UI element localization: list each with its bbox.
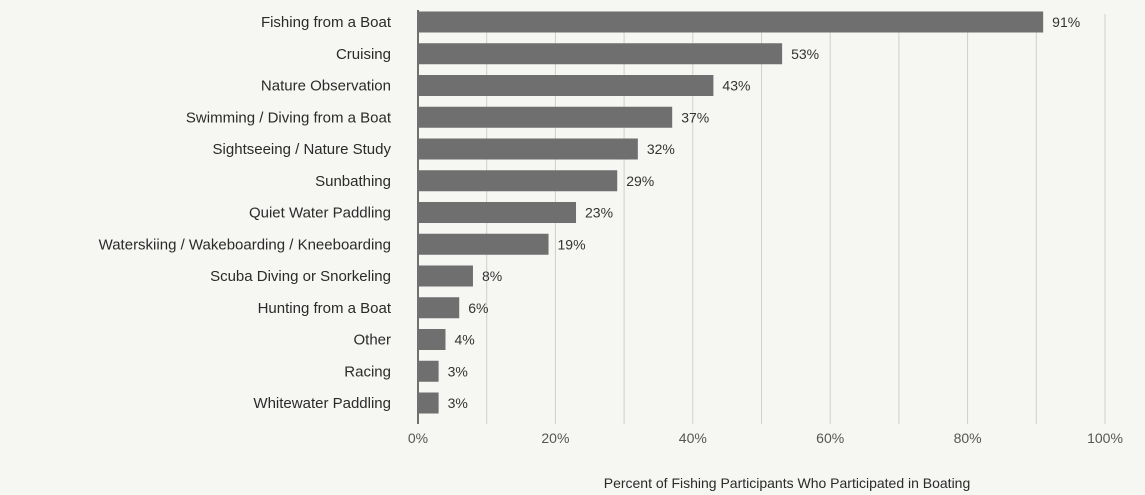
x-tick-label: 60% <box>816 430 844 446</box>
category-label: Hunting from a Boat <box>258 300 392 317</box>
bar <box>419 392 439 414</box>
bar <box>419 297 460 319</box>
value-label: 91% <box>1052 14 1080 30</box>
x-tick-label: 80% <box>954 430 982 446</box>
x-tick-label: 20% <box>541 430 569 446</box>
category-label: Cruising <box>336 46 391 63</box>
value-label: 53% <box>791 46 819 62</box>
category-label: Sightseeing / Nature Study <box>213 141 392 158</box>
value-labels: 91% 53% 43% 37% 32% 29% 23% 19% 8% 6% 4% 3% 3% <box>448 14 1081 411</box>
bar <box>419 11 1044 33</box>
category-labels: Fishing from a Boat Cruising Nature Observ… <box>99 14 392 412</box>
bar <box>419 138 638 160</box>
bar <box>419 170 618 192</box>
bar <box>419 233 549 255</box>
value-label: 29% <box>626 173 654 189</box>
bar <box>419 202 577 223</box>
bar <box>419 265 473 287</box>
bar <box>419 329 446 350</box>
value-label: 8% <box>482 268 502 284</box>
category-label: Racing <box>344 363 391 380</box>
value-label: 23% <box>585 205 613 221</box>
value-label: 43% <box>722 78 750 94</box>
value-label: 6% <box>468 300 488 316</box>
category-label: Quiet Water Paddling <box>249 205 391 222</box>
x-tick-label: 100% <box>1087 430 1123 446</box>
bar <box>419 43 783 65</box>
category-label: Other <box>353 332 391 349</box>
value-label: 37% <box>681 109 709 125</box>
category-label: Waterskiing / Wakeboarding / Kneeboardin… <box>99 236 391 253</box>
category-label: Whitewater Paddling <box>253 395 391 412</box>
category-label: Nature Observation <box>261 78 391 95</box>
category-label: Scuba Diving or Snorkeling <box>210 268 391 285</box>
x-tick-label: 40% <box>679 430 707 446</box>
category-label: Fishing from a Boat <box>261 14 392 31</box>
value-label: 4% <box>454 332 474 348</box>
x-tick-labels: 0% 20% 40% 60% 80% 100% <box>408 430 1123 446</box>
category-label: Swimming / Diving from a Boat <box>186 109 392 126</box>
value-label: 19% <box>558 236 586 252</box>
value-label: 3% <box>448 363 468 379</box>
bar <box>419 360 439 382</box>
x-axis-title: Percent of Fishing Participants Who Part… <box>604 475 971 491</box>
bar <box>419 106 673 128</box>
value-label: 32% <box>647 141 675 157</box>
category-label: Sunbathing <box>315 173 391 190</box>
value-label: 3% <box>448 395 468 411</box>
bar <box>419 75 714 96</box>
bars <box>419 11 1044 414</box>
x-tick-label: 0% <box>408 430 428 446</box>
